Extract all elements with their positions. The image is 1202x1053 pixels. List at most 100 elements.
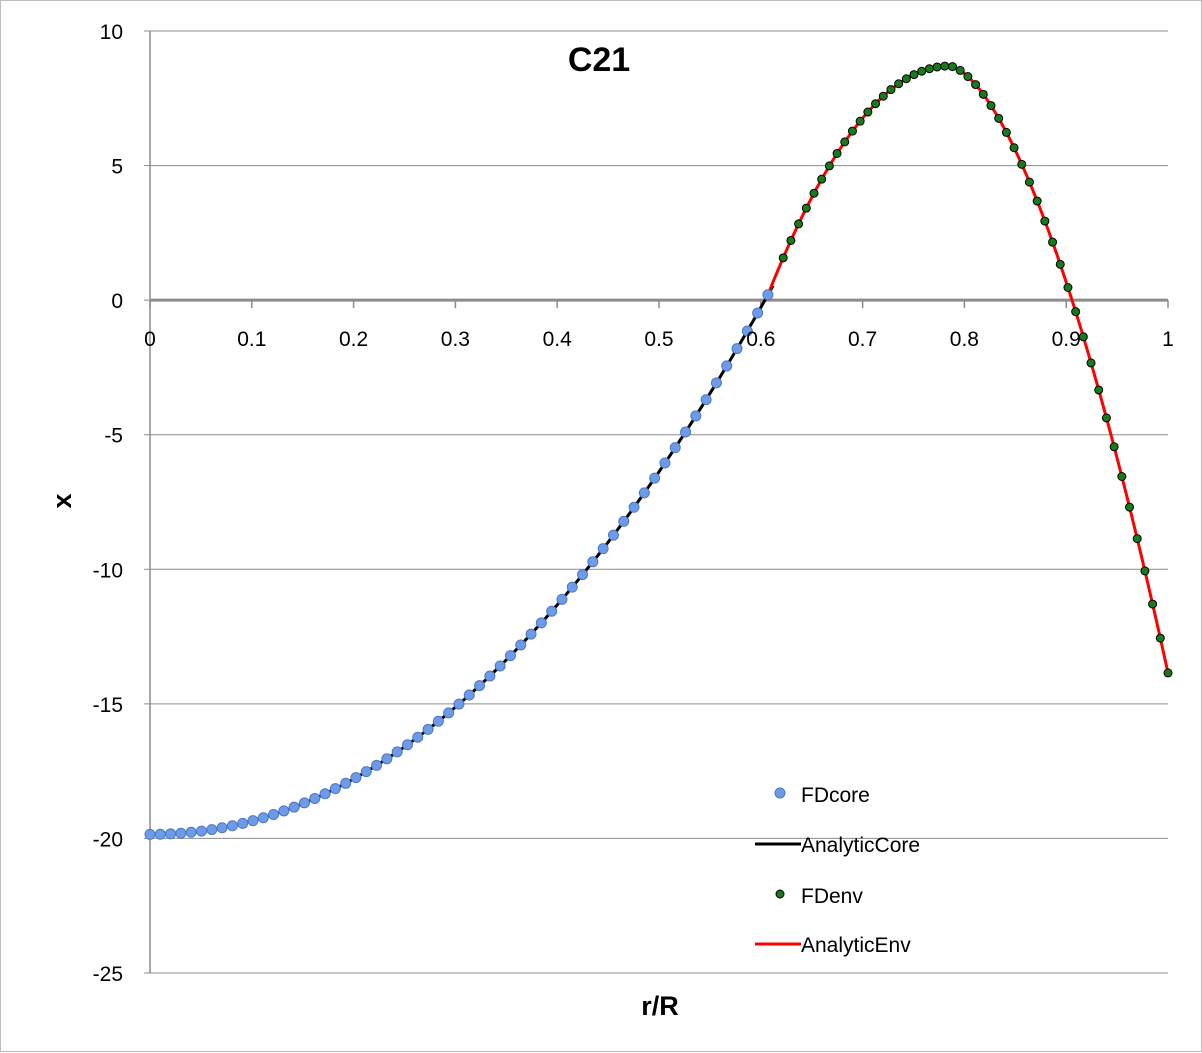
- fdcore-point: [577, 569, 589, 581]
- fdenv-point: [1125, 502, 1135, 512]
- fdcore-point: [700, 394, 712, 406]
- fdenv-point: [778, 253, 788, 263]
- gridlines: [150, 30, 1168, 974]
- fdenv-point: [1024, 177, 1034, 187]
- legend-fdcore-marker: [774, 787, 786, 799]
- fdenv-point: [794, 219, 804, 229]
- fdcore-point: [195, 825, 207, 837]
- fdcore-point: [597, 543, 609, 555]
- fdenv-point: [894, 79, 904, 89]
- fdcore-point: [762, 289, 774, 301]
- fdcore-point: [546, 605, 558, 617]
- axes: [144, 30, 1169, 974]
- fdenv-point: [978, 89, 988, 99]
- fdenv-point: [855, 116, 865, 126]
- fdenv-point: [1040, 216, 1050, 226]
- y-tick-label: -25: [93, 963, 123, 986]
- y-axis-title: x: [47, 493, 77, 508]
- series-markers: [144, 61, 1173, 840]
- fdcore-point: [185, 826, 197, 838]
- fdenv-point: [817, 174, 827, 184]
- fdcore-point: [401, 739, 413, 751]
- fdenv-point: [840, 137, 850, 147]
- fdenv-point: [878, 91, 888, 101]
- fdcore-point: [659, 457, 671, 469]
- fdcore-point: [453, 698, 465, 710]
- y-tick-label: 0: [111, 290, 123, 313]
- fdenv-point: [1163, 668, 1173, 678]
- fdenv-point: [824, 161, 834, 171]
- fdenv-point: [1063, 282, 1073, 292]
- fdenv-point: [1148, 599, 1158, 609]
- fdcore-point: [381, 753, 393, 765]
- fdcore-point: [628, 501, 640, 513]
- fdcore-point: [618, 515, 630, 527]
- fdcore-point: [278, 805, 290, 817]
- fdenv-point: [1048, 237, 1058, 247]
- legend-analyticcore-label: AnalyticCore: [801, 834, 920, 857]
- legend-fdenv-marker: [775, 889, 785, 899]
- fdenv-point: [932, 62, 942, 72]
- fdcore-point: [525, 628, 537, 640]
- x-tick-label: 0.1: [237, 328, 266, 351]
- x-tick-label: 0: [144, 328, 156, 351]
- fdenv-point: [940, 61, 950, 71]
- fdcore-point: [474, 680, 486, 692]
- fdcore-point: [484, 670, 496, 682]
- chart-title: C21: [568, 41, 630, 79]
- fdcore-point: [154, 828, 166, 840]
- legend-fdcore-label: FDcore: [801, 784, 870, 807]
- fdcore-point: [422, 723, 434, 735]
- fdcore-point: [731, 343, 743, 355]
- fdenv-point: [1017, 159, 1027, 169]
- legend-fdenv-label: FDenv: [801, 885, 863, 908]
- x-axis-title: r/R: [641, 991, 679, 1021]
- fdcore-point: [721, 360, 733, 372]
- fdenv-point: [986, 101, 996, 111]
- fdcore-point: [504, 650, 516, 662]
- fdcore-point: [371, 759, 383, 771]
- fdenv-point: [801, 203, 811, 213]
- fdcore-point: [515, 639, 527, 651]
- fdcore-point: [638, 487, 650, 499]
- fdenv-point: [994, 113, 1004, 123]
- x-tick-label: 0.2: [339, 328, 368, 351]
- y-tick-label: -20: [93, 828, 123, 851]
- y-tick-label: 5: [111, 156, 123, 179]
- fdenv-point: [832, 148, 842, 158]
- fdenv-point: [1117, 472, 1127, 482]
- fdcore-point: [391, 746, 403, 758]
- fdcore-point: [216, 822, 228, 834]
- fdcore-point: [463, 689, 475, 701]
- fdcore-point: [680, 426, 692, 438]
- analyticcore-line: [149, 284, 775, 836]
- fdenv-point: [1101, 413, 1111, 423]
- fdenv-point: [901, 74, 911, 84]
- fdcore-point: [340, 777, 352, 789]
- fdenv-point: [1140, 566, 1150, 576]
- fdenv-point: [909, 70, 919, 80]
- fdcore-point: [690, 410, 702, 422]
- fdcore-point: [226, 820, 238, 832]
- fdcore-point: [710, 377, 722, 389]
- fdenv-point: [948, 62, 958, 72]
- fdcore-point: [535, 617, 547, 629]
- x-tick-label: 1: [1162, 328, 1174, 351]
- x-tick-label: 0.7: [848, 328, 877, 351]
- fdcore-point: [752, 307, 764, 319]
- fdenv-point: [1132, 534, 1142, 544]
- y-tick-label: 10: [100, 21, 123, 44]
- fdenv-point: [863, 107, 873, 117]
- fdenv-point: [1055, 259, 1065, 269]
- fdcore-point: [412, 731, 424, 743]
- fdenv-point: [847, 126, 857, 136]
- fdcore-point: [350, 772, 362, 784]
- fdenv-point: [886, 85, 896, 95]
- x-tick-label: 0.5: [644, 328, 673, 351]
- fdenv-point: [1078, 332, 1088, 342]
- fdcore-point: [298, 797, 310, 809]
- fdcore-point: [288, 801, 300, 813]
- fdenv-point: [1155, 633, 1165, 643]
